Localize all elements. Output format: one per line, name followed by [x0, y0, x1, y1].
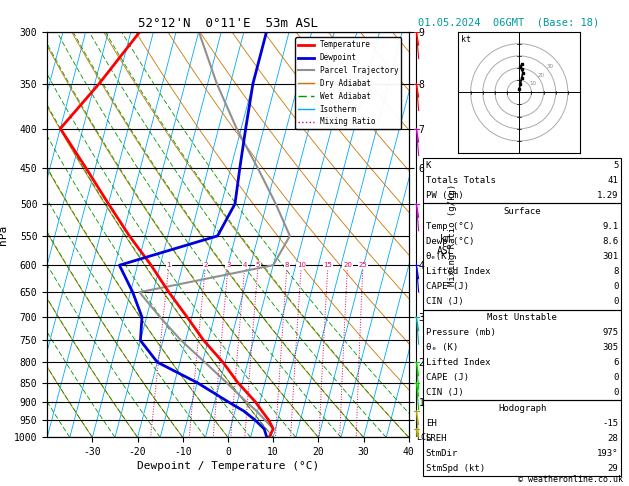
Text: Hodograph: Hodograph [498, 403, 546, 413]
Text: PW (cm): PW (cm) [426, 191, 464, 200]
Text: 0: 0 [613, 282, 618, 291]
Text: 9.1: 9.1 [602, 222, 618, 231]
Text: CAPE (J): CAPE (J) [426, 282, 469, 291]
Text: 8: 8 [285, 262, 289, 268]
Text: Lifted Index: Lifted Index [426, 267, 491, 276]
Text: 29: 29 [608, 464, 618, 473]
Text: 2: 2 [203, 262, 208, 268]
Text: CIN (J): CIN (J) [426, 297, 464, 307]
Text: LCL: LCL [416, 433, 431, 442]
Text: StmDir: StmDir [426, 449, 458, 458]
Text: EH: EH [426, 419, 437, 428]
Text: 28: 28 [608, 434, 618, 443]
Text: 30: 30 [546, 64, 554, 69]
Text: Dewp (°C): Dewp (°C) [426, 237, 474, 246]
Text: 975: 975 [602, 328, 618, 337]
Y-axis label: km
ASL: km ASL [437, 235, 454, 256]
Text: 193°: 193° [597, 449, 618, 458]
Text: © weatheronline.co.uk: © weatheronline.co.uk [518, 474, 623, 484]
Text: -15: -15 [602, 419, 618, 428]
Y-axis label: hPa: hPa [0, 225, 8, 244]
Text: StmSpd (kt): StmSpd (kt) [426, 464, 485, 473]
Legend: Temperature, Dewpoint, Parcel Trajectory, Dry Adiabat, Wet Adiabat, Isotherm, Mi: Temperature, Dewpoint, Parcel Trajectory… [295, 37, 401, 129]
Text: Pressure (mb): Pressure (mb) [426, 328, 496, 337]
Text: CAPE (J): CAPE (J) [426, 373, 469, 382]
Text: 10: 10 [529, 81, 536, 86]
Text: 3: 3 [226, 262, 230, 268]
Title: 52°12'N  0°11'E  53m ASL: 52°12'N 0°11'E 53m ASL [138, 17, 318, 31]
Text: 305: 305 [602, 343, 618, 352]
Text: 5: 5 [256, 262, 260, 268]
Text: 01.05.2024  06GMT  (Base: 18): 01.05.2024 06GMT (Base: 18) [418, 17, 599, 27]
Text: Temp (°C): Temp (°C) [426, 222, 474, 231]
Text: 0: 0 [613, 388, 618, 398]
Text: 20: 20 [343, 262, 352, 268]
Text: SREH: SREH [426, 434, 447, 443]
Text: 1.29: 1.29 [597, 191, 618, 200]
Text: 41: 41 [608, 176, 618, 185]
Text: Surface: Surface [503, 207, 541, 215]
Text: θₑ (K): θₑ (K) [426, 343, 458, 352]
Text: 301: 301 [602, 252, 618, 261]
Text: CIN (J): CIN (J) [426, 388, 464, 398]
X-axis label: Dewpoint / Temperature (°C): Dewpoint / Temperature (°C) [137, 461, 319, 471]
Text: 8: 8 [613, 267, 618, 276]
Text: 25: 25 [359, 262, 367, 268]
Text: Lifted Index: Lifted Index [426, 358, 491, 367]
Text: Most Unstable: Most Unstable [487, 312, 557, 322]
Text: 10: 10 [297, 262, 306, 268]
Text: 0: 0 [613, 373, 618, 382]
Text: 5: 5 [613, 161, 618, 170]
Text: Mixing Ratio (g/kg): Mixing Ratio (g/kg) [448, 183, 457, 286]
Text: kt: kt [461, 35, 471, 44]
Text: 1: 1 [167, 262, 171, 268]
Text: 20: 20 [538, 73, 545, 78]
Text: Totals Totals: Totals Totals [426, 176, 496, 185]
Text: 4: 4 [243, 262, 247, 268]
Text: 8.6: 8.6 [602, 237, 618, 246]
Text: 0: 0 [613, 297, 618, 307]
Text: 15: 15 [323, 262, 332, 268]
Text: K: K [426, 161, 431, 170]
Text: θₑ(K): θₑ(K) [426, 252, 453, 261]
Text: 6: 6 [613, 358, 618, 367]
